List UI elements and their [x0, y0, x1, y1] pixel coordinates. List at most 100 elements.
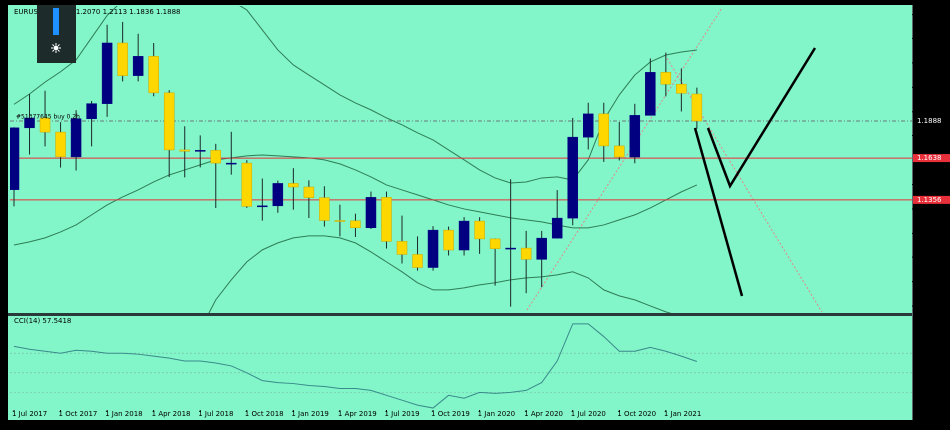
- candle-body: [350, 220, 361, 229]
- price-plot: [10, 6, 912, 313]
- indicator-tick-label: 0.00: [917, 369, 933, 377]
- candle-body: [489, 238, 501, 249]
- candle-body: [241, 162, 253, 207]
- candle-body: [614, 145, 625, 158]
- level-tag: [913, 116, 950, 125]
- level-label: 1.1888: [917, 117, 942, 125]
- candle-body: [148, 56, 159, 94]
- y-tick-label: 1.0640: [917, 302, 942, 310]
- indicator-plot: [10, 323, 912, 409]
- candle-body: [443, 229, 454, 251]
- y-tick-label: 1.2605: [917, 11, 942, 19]
- cci-line: [13, 323, 698, 409]
- indicator-tick-label: 281.083: [917, 314, 946, 322]
- x-tick-label: 1 Apr 2018: [152, 410, 191, 418]
- candle-body: [210, 150, 222, 164]
- candle-body: [288, 183, 299, 188]
- candle-body: [691, 93, 703, 122]
- candle-body: [427, 229, 439, 268]
- x-tick-label: 1 Oct 2019: [431, 410, 470, 418]
- band-upper: [13, 6, 697, 184]
- candle-body: [598, 113, 610, 147]
- x-tick-label: 1 Apr 2019: [338, 410, 377, 418]
- candle-body: [272, 183, 284, 207]
- candle-body: [645, 72, 656, 116]
- widget-bar: [53, 8, 59, 35]
- candle-body: [582, 113, 594, 138]
- candle-body: [365, 197, 377, 229]
- x-tick-label: 1 Oct 2017: [59, 410, 98, 418]
- x-tick-label: 1 Jan 2018: [105, 410, 143, 418]
- candle-body: [334, 220, 346, 222]
- hand-drawing: [693, 47, 817, 297]
- x-tick-label: 1 Jul 2018: [198, 410, 233, 418]
- indicator-title: CCI(14) 57.5418: [14, 317, 71, 325]
- candle-body: [101, 42, 113, 104]
- level-label: 1.1356: [917, 196, 942, 204]
- candle-body: [226, 162, 237, 165]
- toolbar-widget[interactable]: [37, 5, 76, 63]
- order-label: #51377645 buy 0.2h: [16, 114, 80, 121]
- candle-body: [319, 197, 330, 221]
- y-tick-label: 1.1460: [917, 180, 942, 188]
- sun-rays: [51, 43, 61, 53]
- x-tick-label: 1 Jul 2020: [571, 410, 606, 418]
- x-tick-label: 1 Apr 2020: [524, 410, 563, 418]
- y-tick-label: 1.1295: [917, 205, 942, 213]
- candle-body: [86, 103, 97, 120]
- candle-body: [474, 220, 485, 240]
- candle-body: [132, 56, 144, 76]
- candle-body: [660, 72, 672, 85]
- y-tick-label: 1.1950: [917, 108, 942, 116]
- x-tick-label: 1 Jan 2019: [291, 410, 329, 418]
- sun-icon: [53, 45, 59, 51]
- y-tick-label: 1.0970: [917, 253, 942, 261]
- panel-separator: [8, 313, 912, 316]
- band-lower: [208, 235, 672, 313]
- drawn-line: [706, 47, 817, 189]
- y-tick-label: 1.0805: [917, 278, 942, 286]
- y-tick-label: 1.2280: [917, 59, 942, 67]
- y-tick-label: 1.2115: [917, 83, 942, 91]
- candle-body: [381, 197, 392, 242]
- candle-body: [629, 115, 641, 158]
- candle-body: [505, 247, 516, 250]
- y-tick-label: 1.2445: [917, 34, 942, 42]
- candle-body: [70, 118, 82, 158]
- main-panel: [8, 5, 912, 313]
- candle-body: [567, 136, 578, 219]
- candle-body: [412, 254, 423, 268]
- candle-body: [163, 92, 175, 151]
- x-tick-label: 1 Oct 2020: [617, 410, 656, 418]
- chart-title: EURUSD,Monthly 1.2070 1.2113 1.1836 1.18…: [14, 8, 181, 16]
- candle-body: [303, 186, 315, 198]
- time-axis-panel: [8, 410, 912, 420]
- candle-body: [10, 127, 20, 190]
- x-tick-label: 1 Jul 2017: [12, 410, 47, 418]
- x-tick-label: 1 Jul 2019: [384, 410, 419, 418]
- candle-body: [55, 131, 66, 158]
- indicator-tick-label: 100: [917, 349, 930, 357]
- indicator-panel: [8, 316, 912, 410]
- axis-border: [912, 5, 913, 420]
- candle-body: [257, 205, 268, 208]
- candle-body: [39, 117, 51, 133]
- candle-body: [194, 150, 206, 152]
- level-tag: [913, 195, 950, 204]
- candle-body: [520, 247, 532, 260]
- level-label: 1.1638: [917, 154, 942, 162]
- band-middle: [13, 154, 698, 246]
- drawn-line: [693, 127, 744, 297]
- indicator-tick-label: -184.00: [917, 405, 944, 413]
- indicator-tick-label: -100: [917, 388, 933, 396]
- candle-body: [536, 237, 547, 260]
- candle-body: [551, 217, 563, 239]
- x-tick-label: 1 Jan 2021: [664, 410, 702, 418]
- candle-body: [676, 83, 687, 94]
- candle-body: [458, 220, 470, 251]
- y-tick-label: 1.1790: [917, 132, 942, 140]
- candle-body: [179, 149, 190, 152]
- level-tag: [913, 154, 950, 163]
